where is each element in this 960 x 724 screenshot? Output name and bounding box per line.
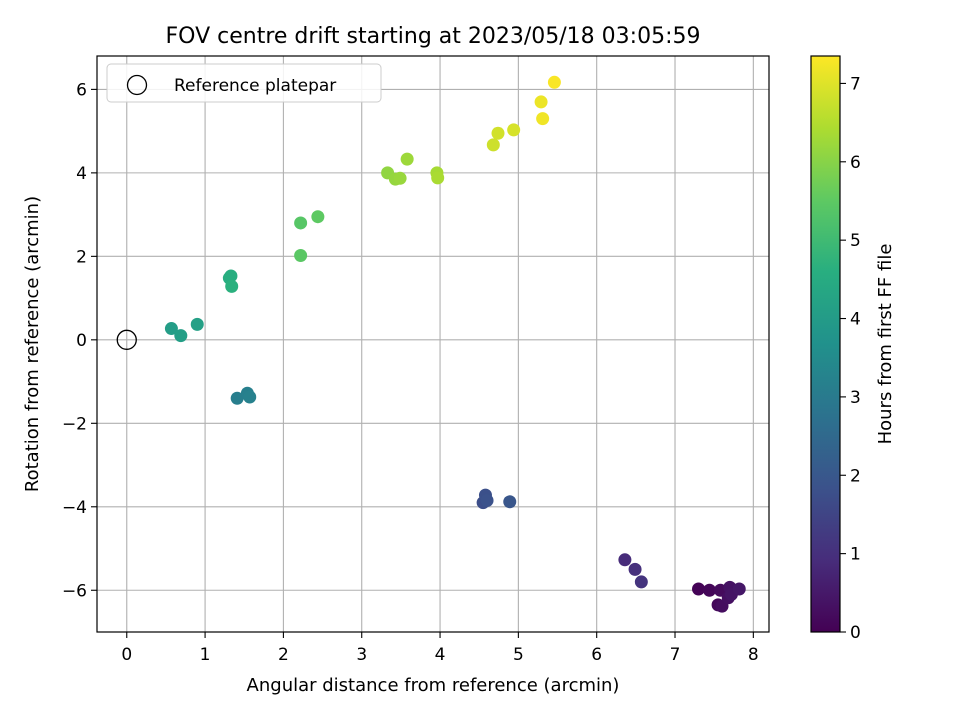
y-tick-label: 0	[76, 331, 87, 351]
legend: Reference platepar	[106, 63, 382, 103]
x-tick-label: 1	[200, 645, 211, 665]
data-point	[534, 95, 548, 109]
x-axis-label: Angular distance from reference (arcmin)	[247, 675, 620, 696]
data-point	[224, 269, 238, 283]
x-axis-ticks: 0 1 2 3 4 5 6 7 8	[121, 632, 759, 665]
data-point	[486, 138, 500, 152]
colorbar-tick-label: 2	[850, 466, 861, 486]
data-point	[294, 216, 308, 230]
data-point	[190, 317, 204, 331]
legend-marker-icon	[126, 74, 148, 96]
x-tick-label: 7	[670, 645, 681, 665]
data-point	[547, 75, 561, 89]
colorbar-tick-label: 3	[850, 388, 861, 408]
data-point	[294, 249, 308, 263]
data-point	[618, 553, 632, 567]
y-tick-label: −4	[62, 498, 87, 518]
x-tick-label: 8	[748, 645, 759, 665]
colorbar-tick-label: 0	[850, 623, 861, 643]
grid-lines	[97, 56, 769, 632]
data-point	[393, 171, 407, 185]
data-point	[634, 575, 648, 589]
data-point	[507, 123, 521, 137]
chart-title: FOV centre drift starting at 2023/05/18 …	[166, 24, 701, 49]
data-point	[503, 495, 517, 509]
legend-label: Reference platepar	[174, 76, 336, 96]
y-axis-ticks: −6 −4 −2 0 2 4 6	[62, 80, 97, 601]
data-point	[628, 562, 642, 576]
data-point	[491, 126, 505, 140]
y-tick-label: 2	[76, 247, 87, 267]
colorbar-tick-label: 4	[850, 310, 861, 330]
colorbar-gradient	[810, 55, 841, 633]
data-point	[174, 329, 188, 343]
data-point	[702, 583, 716, 597]
data-point	[400, 152, 414, 166]
colorbar-label: Hours from first FF file	[875, 244, 896, 445]
data-points	[164, 75, 746, 613]
x-tick-label: 3	[356, 645, 367, 665]
data-point	[311, 210, 325, 224]
x-tick-label: 0	[121, 645, 132, 665]
colorbar-tick-label: 6	[850, 153, 861, 173]
data-point	[243, 390, 257, 404]
colorbar-tick-label: 1	[850, 545, 861, 565]
plot-frame	[96, 55, 770, 633]
colorbar-tick-label: 7	[850, 74, 861, 94]
data-point	[480, 494, 494, 508]
data-point	[536, 112, 550, 126]
colorbar: 0 1 2 3 4 5 6 7 Hours from first FF file	[810, 55, 896, 643]
data-point	[431, 171, 445, 185]
reference-platepar-marker	[116, 329, 137, 350]
data-point	[692, 582, 706, 596]
y-tick-label: −6	[62, 581, 87, 601]
data-point	[225, 279, 239, 293]
colorbar-ticks: 0 1 2 3 4 5 6 7	[840, 74, 861, 643]
x-tick-label: 5	[513, 645, 524, 665]
legend-box	[106, 63, 382, 103]
x-tick-label: 2	[278, 645, 289, 665]
data-point	[732, 582, 746, 596]
y-tick-label: 6	[76, 80, 87, 100]
y-axis-label: Rotation from reference (arcmin)	[22, 196, 43, 492]
data-point	[230, 391, 244, 405]
x-tick-label: 6	[591, 645, 602, 665]
reference-marker	[116, 329, 137, 350]
y-tick-label: 4	[76, 164, 87, 184]
colorbar-tick-label: 5	[850, 231, 861, 251]
y-tick-label: −2	[62, 414, 87, 434]
x-tick-label: 4	[435, 645, 446, 665]
data-point	[164, 322, 178, 336]
